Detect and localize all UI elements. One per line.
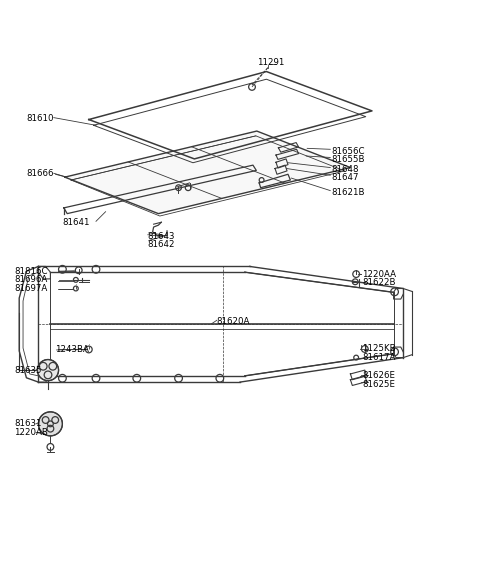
Text: 81625E: 81625E (362, 380, 396, 389)
Text: 81642: 81642 (148, 240, 175, 249)
Text: 81622B: 81622B (362, 278, 396, 287)
Text: 81697A: 81697A (14, 284, 48, 293)
Text: 81635: 81635 (14, 366, 42, 374)
Text: 81621B: 81621B (331, 188, 365, 197)
Polygon shape (65, 131, 350, 213)
Text: 81816C: 81816C (14, 267, 48, 276)
Text: 81643: 81643 (148, 232, 175, 241)
Text: 81626E: 81626E (362, 372, 396, 380)
Text: 81641: 81641 (62, 218, 90, 227)
Text: 81648: 81648 (331, 165, 359, 174)
Text: 81696A: 81696A (14, 275, 48, 284)
Text: 1243BA: 1243BA (55, 346, 89, 354)
Text: 11291: 11291 (257, 58, 284, 68)
Text: 81610: 81610 (26, 114, 54, 122)
Text: 81655B: 81655B (331, 155, 365, 164)
Text: 81631: 81631 (14, 419, 42, 428)
Text: 1125KB: 1125KB (362, 344, 396, 354)
Text: 81656C: 81656C (331, 147, 365, 156)
Text: 1220AA: 1220AA (362, 269, 396, 279)
Text: 81647: 81647 (331, 173, 359, 182)
Text: 1220AB: 1220AB (14, 428, 48, 437)
Text: 81666: 81666 (26, 169, 54, 178)
Text: 81617A: 81617A (362, 353, 396, 362)
Circle shape (37, 359, 59, 381)
Circle shape (38, 412, 62, 436)
Text: 81620A: 81620A (216, 317, 250, 325)
